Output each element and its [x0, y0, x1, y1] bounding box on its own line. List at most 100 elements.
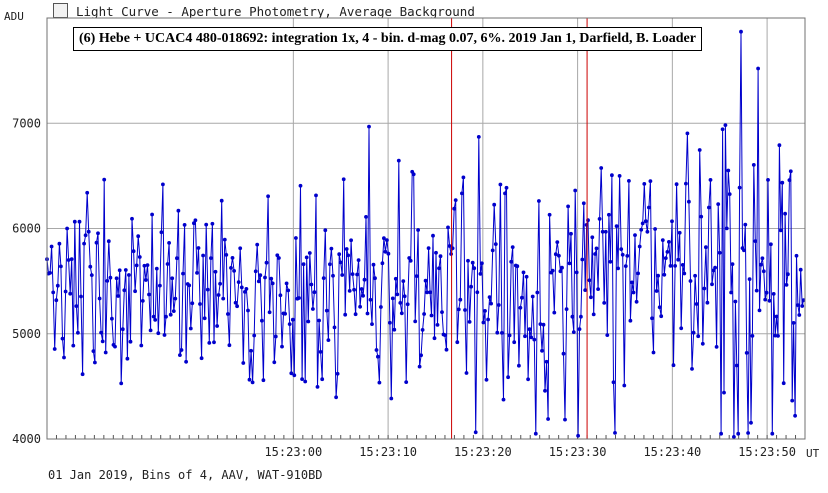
data-point: [287, 322, 292, 326]
data-point: [292, 373, 297, 378]
data-point: [723, 123, 728, 127]
data-point: [746, 431, 750, 435]
data-point: [650, 316, 654, 321]
data-point: [599, 166, 604, 170]
data-point: [379, 305, 383, 309]
data-point: [426, 246, 431, 251]
data-point: [365, 311, 370, 316]
data-point: [113, 344, 117, 349]
data-point: [425, 290, 429, 295]
data-point: [501, 397, 506, 402]
data-point: [161, 182, 165, 187]
data-point: [301, 262, 306, 267]
data-point: [338, 260, 343, 265]
data-point: [472, 266, 477, 271]
data-point: [616, 266, 620, 271]
data-point: [476, 135, 481, 139]
data-point: [91, 349, 96, 353]
data-point: [318, 350, 323, 354]
data-point: [597, 217, 602, 221]
data-point: [682, 271, 687, 276]
data-point: [162, 333, 167, 337]
data-point: [489, 301, 493, 306]
data-point: [432, 336, 437, 341]
data-point: [628, 318, 633, 323]
data-point: [443, 333, 447, 337]
data-point: [355, 272, 359, 277]
data-point: [537, 199, 541, 203]
data-point: [284, 281, 289, 286]
data-point: [654, 289, 659, 293]
data-point: [48, 271, 52, 275]
data-point: [463, 308, 467, 312]
data-point: [89, 273, 94, 277]
data-point: [108, 275, 113, 280]
data-point: [399, 311, 404, 316]
data-point: [467, 320, 472, 324]
data-point: [396, 158, 401, 163]
data-point: [538, 322, 543, 326]
data-point: [350, 272, 355, 276]
data-point: [520, 295, 524, 300]
data-point: [201, 253, 206, 258]
data-point: [139, 343, 144, 348]
data-point: [182, 223, 187, 227]
data-point: [679, 326, 684, 331]
data-point: [131, 249, 136, 254]
data-point: [720, 127, 725, 132]
data-point: [697, 148, 702, 152]
data-point: [764, 290, 769, 295]
data-point: [401, 279, 406, 283]
data-point: [444, 347, 449, 352]
data-point: [438, 254, 443, 259]
data-point: [361, 293, 365, 298]
data-point: [724, 226, 729, 231]
data-point: [241, 361, 246, 365]
x-tick-label: 15:23:20: [454, 445, 512, 459]
data-point: [642, 182, 647, 186]
data-point: [304, 255, 309, 260]
data-point: [751, 163, 756, 167]
data-point: [710, 282, 714, 287]
data-point: [456, 307, 461, 312]
data-point: [563, 417, 567, 422]
data-point: [704, 245, 708, 250]
data-point: [569, 231, 573, 236]
data-point: [176, 208, 181, 213]
data-point: [364, 215, 368, 219]
data-point: [385, 238, 389, 243]
data-point: [743, 222, 748, 227]
data-point: [324, 308, 329, 313]
data-point: [791, 321, 796, 325]
data-point: [656, 273, 660, 278]
data-point: [602, 301, 607, 305]
data-point: [590, 235, 595, 240]
data-point: [596, 287, 600, 291]
data-point: [515, 264, 520, 269]
data-point: [123, 268, 128, 272]
data-point: [395, 292, 400, 297]
data-point: [560, 265, 564, 270]
data-point: [452, 206, 457, 211]
data-point: [303, 379, 308, 384]
data-point: [286, 288, 291, 293]
data-point: [484, 377, 489, 382]
data-point: [165, 262, 170, 266]
data-point: [567, 261, 572, 266]
data-point: [57, 241, 62, 246]
data-point: [335, 371, 340, 376]
data-point: [674, 182, 679, 187]
data-point: [407, 256, 412, 260]
data-point: [148, 328, 153, 333]
data-point: [423, 278, 428, 283]
data-point: [478, 272, 483, 276]
data-point: [487, 295, 492, 299]
grid: [47, 18, 805, 439]
data-point: [136, 234, 141, 239]
data-point: [786, 272, 790, 277]
data-point: [389, 396, 394, 401]
x-tick-label: 15:23:00: [264, 445, 322, 459]
data-point: [390, 296, 395, 301]
data-point: [255, 242, 260, 247]
data-point: [553, 252, 558, 257]
